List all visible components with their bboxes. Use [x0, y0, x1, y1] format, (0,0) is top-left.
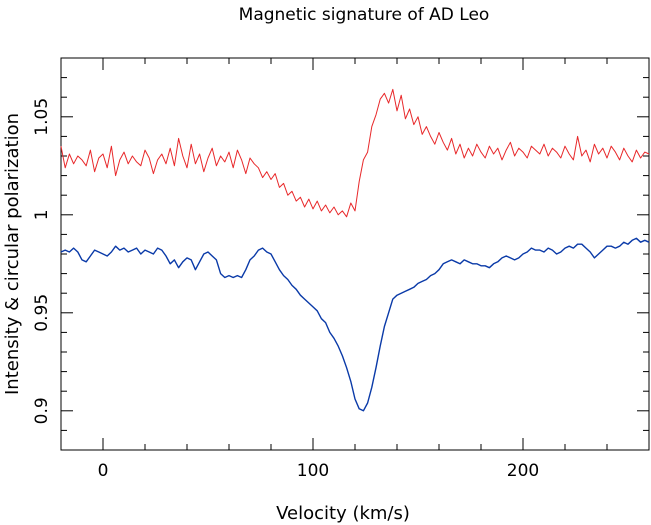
series-line-2	[60, 237, 650, 412]
y-tick-label: 0.9	[32, 397, 52, 424]
plot-frame	[60, 57, 650, 451]
x-tick-label: 100	[297, 461, 329, 481]
x-axis-label: Velocity (km/s)	[276, 503, 410, 524]
y-tick-label: 1.05	[32, 98, 52, 136]
series-group	[60, 88, 650, 412]
y-axis-label: Intensity & circular polarization	[2, 113, 23, 395]
y-tick-label: 0.95	[32, 294, 52, 332]
x-tick-label: 0	[98, 461, 109, 481]
axis-ticks: 0 100 200 0.9 0.95 1 1.05	[32, 57, 650, 481]
y-tick-label: 1	[32, 209, 52, 220]
series-line-1	[60, 88, 650, 218]
chart-title: Magnetic signature of AD Leo	[239, 5, 490, 25]
x-tick-label: 200	[507, 461, 539, 481]
